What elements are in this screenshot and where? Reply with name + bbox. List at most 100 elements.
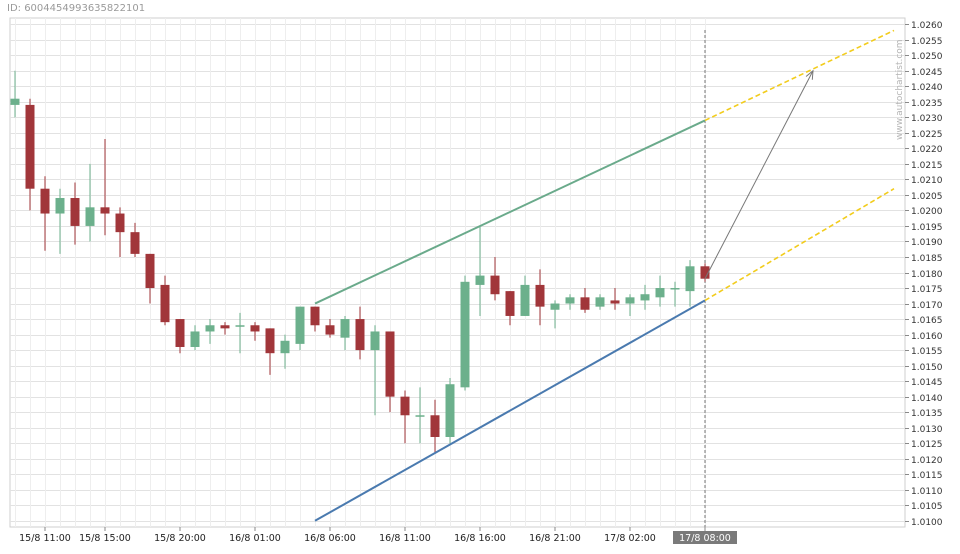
y-tick-label: 1.0230 (911, 114, 943, 124)
x-tick-label: 15/8 15:00 (79, 533, 131, 544)
candle-body (625, 297, 635, 304)
candle-body (670, 288, 680, 290)
y-tick-label: 1.0150 (911, 363, 943, 373)
x-tick-label: 15/8 20:00 (154, 533, 206, 544)
y-tick-label: 1.0200 (911, 207, 943, 217)
candle-body (490, 275, 500, 295)
candle-body (190, 331, 200, 347)
watermark-text: www.autochartist.com (895, 39, 905, 140)
candle-body (655, 288, 665, 298)
y-tick-label: 1.0135 (911, 409, 943, 419)
forecast-arrow-shaft (704, 70, 814, 279)
candle-body (535, 284, 545, 307)
candle-body (520, 284, 530, 316)
candle-body (700, 266, 710, 279)
candle-body (280, 340, 290, 354)
current-time-badge (673, 531, 737, 544)
candle-body (25, 104, 35, 189)
candle-body (640, 294, 650, 301)
x-tick-label: 16/8 16:00 (454, 533, 506, 544)
y-tick-label: 1.0195 (911, 223, 943, 233)
x-tick-label: 16/8 11:00 (379, 533, 431, 544)
y-tick-label: 1.0110 (911, 487, 943, 497)
trendline-upper (314, 119, 706, 305)
x-tick-label: 17/8 02:00 (604, 533, 656, 544)
candle-body (265, 328, 275, 354)
y-tick-label: 1.0220 (911, 145, 943, 155)
candle-body (340, 319, 350, 338)
candle-body (475, 275, 485, 285)
y-tick-label: 1.0145 (911, 378, 943, 388)
x-tick-label-current: 17/8 08:00 (679, 533, 731, 544)
candle-body (130, 232, 140, 254)
y-tick-label: 1.0120 (911, 456, 943, 466)
candle-body (40, 188, 50, 214)
candle-body (385, 331, 395, 397)
candle-body (10, 98, 20, 105)
y-tick-label: 1.0105 (911, 502, 943, 512)
y-tick-label: 1.0205 (911, 192, 943, 202)
y-tick-label: 1.0190 (911, 238, 943, 248)
y-tick-label: 1.0140 (911, 394, 943, 404)
candle-body (400, 396, 410, 416)
candle-body (430, 415, 440, 437)
trendline-lower (314, 299, 706, 522)
candle-body (220, 325, 230, 329)
y-tick-label: 1.0240 (911, 83, 943, 93)
candle-body (610, 300, 620, 304)
x-tick-label: 16/8 06:00 (304, 533, 356, 544)
candle-body (580, 297, 590, 310)
y-tick-label: 1.0235 (911, 99, 943, 109)
candle-body (175, 319, 185, 347)
candle-body (595, 297, 605, 307)
candle-body (325, 325, 335, 335)
candle-body (685, 266, 695, 292)
candle-body (355, 319, 365, 351)
plot-area (9, 17, 906, 528)
x-tick-label: 16/8 21:00 (529, 533, 581, 544)
y-tick-label: 1.0125 (911, 440, 943, 450)
candle-body (235, 325, 245, 327)
y-tick-label: 1.0255 (911, 37, 943, 47)
candle-body (55, 198, 65, 214)
candle-body (460, 281, 470, 388)
projection-line-lower (704, 188, 895, 302)
y-tick-label: 1.0130 (911, 425, 943, 435)
candle-body (415, 415, 425, 417)
candle-body (145, 253, 155, 289)
y-tick-label: 1.0250 (911, 52, 943, 62)
y-tick-label: 1.0215 (911, 161, 943, 171)
candle-body (85, 207, 95, 226)
candle-body (115, 213, 125, 233)
y-tick-label: 1.0245 (911, 68, 943, 78)
y-tick-label: 1.0170 (911, 301, 943, 311)
candle-body (370, 331, 380, 351)
y-tick-label: 1.0160 (911, 332, 943, 342)
y-tick-label: 1.0185 (911, 254, 943, 264)
y-tick-label: 1.0155 (911, 347, 943, 357)
y-tick-label: 1.0100 (911, 518, 943, 528)
forecast-arrow-head (805, 69, 814, 80)
candle-body (505, 291, 515, 316)
y-tick-label: 1.0180 (911, 270, 943, 280)
candle-body (310, 306, 320, 326)
y-tick-label: 1.0165 (911, 316, 943, 326)
x-tick-label: 15/8 11:00 (19, 533, 71, 544)
y-tick-label: 1.0260 (911, 21, 943, 31)
candle-body (550, 303, 560, 310)
candle-body (100, 207, 110, 214)
projection-line-upper (704, 29, 895, 122)
y-tick-label: 1.0175 (911, 285, 943, 295)
candle-body (205, 325, 215, 332)
candle-body (295, 306, 305, 344)
chart-id-label: ID: 6004454993635822101 (7, 3, 146, 14)
candle-body (445, 384, 455, 437)
y-tick-label: 1.0210 (911, 176, 943, 186)
x-tick-label: 16/8 01:00 (229, 533, 281, 544)
candle-body (565, 297, 575, 304)
candle-body (160, 284, 170, 323)
candle-body (250, 325, 260, 332)
y-tick-label: 1.0115 (911, 471, 943, 481)
